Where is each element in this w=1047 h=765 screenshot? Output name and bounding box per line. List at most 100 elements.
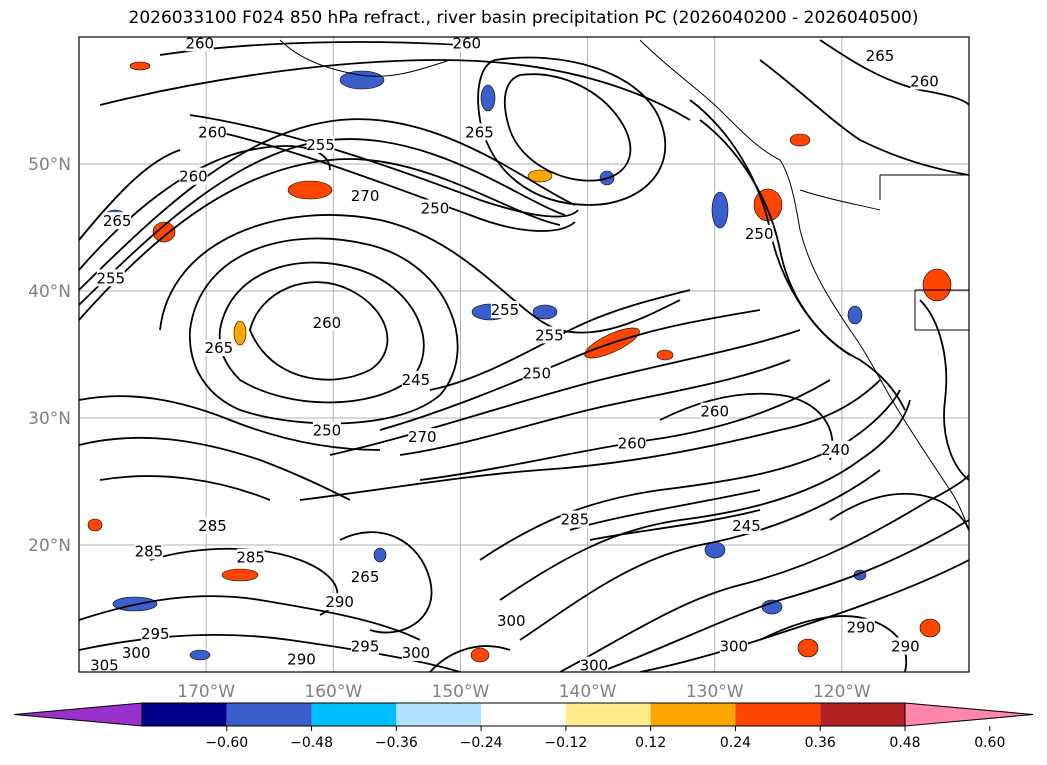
colorbar-extend-high [904,702,1034,727]
contour-label-bg [312,313,341,331]
contour-label-bg [421,199,449,217]
contour-label-bg [204,339,233,357]
contour-label: 290 [325,593,354,611]
contour-label-text: 265 [103,212,132,230]
contour-label-bg [306,135,335,153]
contour-label: 295 [351,637,380,656]
contour-label-bg [312,421,341,439]
contour-label-bg [287,650,316,668]
contour-label-text: 290 [891,638,920,656]
contour-label-text: 270 [351,187,380,205]
contour-label-bg [910,72,939,90]
colorbar-segment [820,703,905,726]
contour-label-bg [866,47,894,65]
contour-labels: 260 260 265 260 265 260 255 260 265 270 250 250 255 2… [90,34,939,675]
contour-label-text: 285 [236,549,265,567]
contour-label-bg [618,434,647,452]
contour-label-bg [236,548,265,566]
map-frame [78,36,970,673]
contour-label: 290 [287,650,316,668]
latitude-tick-label: 50°N [28,155,71,175]
contour-label: 265 [866,47,894,65]
contour-label: 285 [135,542,163,560]
contour-label-bg [452,37,481,52]
contour-label: 240 [821,440,850,459]
plot-title: 2026033100 F024 850 hPa refract., river … [128,8,919,28]
colorbar-segment [650,703,736,726]
contour-label-text: 245 [732,517,761,535]
contour-label-text: 285 [198,517,227,535]
longitude-tick-labels: 170°W 160°W 150°W 140°W 130°W 120°W [177,682,871,702]
colorbar-tick-label: 0.24 [720,735,751,751]
longitude-tick-label: 150°W [432,682,490,702]
contour-label-bg [351,567,380,585]
contour-label-text: 250 [313,422,342,440]
latitude-tick-label: 40°N [28,282,71,302]
contour-label-bg [185,37,214,52]
contour-label-text: 255 [535,326,564,344]
contour-label-text: 295 [141,625,170,643]
colorbar-segment [142,703,227,726]
contour-label-text: 300 [497,612,526,630]
contour-label: 290 [846,618,875,637]
contour-label-text: 255 [306,136,335,154]
contour-label-bg [103,212,132,230]
map-content: 260 260 265 260 265 260 255 260 265 270 250 250 255 2… [79,34,969,675]
longitude-tick-label: 170°W [177,682,235,702]
contour-label: 300 [497,612,526,630]
contour-label: 255 [96,269,125,287]
colorbar-tick-label: 0.48 [889,735,920,751]
contour-label-text: 285 [561,511,590,529]
longitude-tick-label: 140°W [559,682,617,702]
colorbar-tick-label: −0.24 [460,735,503,751]
latitude-tick-label: 20°N [28,536,71,556]
contour-label-text: 300 [719,638,748,656]
contour-label-text: 260 [185,34,214,52]
colorbar-tick-label: −0.12 [544,735,587,751]
contour-label: 285 [236,548,265,567]
contour-label-text: 260 [198,123,227,141]
contour-label-bg [401,643,430,661]
contour-label-text: 305 [90,657,119,675]
contour-label-text: 240 [821,441,850,459]
contour-label-text: 260 [313,314,342,332]
contour-label-bg [719,637,748,655]
contour-label-bg [497,612,526,630]
contour-label: 300 [401,643,430,662]
contour-label-bg [465,123,494,141]
longitude-tick-label: 160°W [304,682,362,702]
contour-label: 285 [561,511,590,529]
contour-label-bg [745,224,774,242]
contour-label-text: 250 [522,365,551,383]
contour-label-text: 250 [745,225,774,243]
contour-label: 245 [401,370,430,389]
contour-label-text: 255 [491,301,520,319]
contour-label-bg [179,167,208,185]
contour-label-text: 260 [179,168,208,186]
colorbar-segment [226,703,312,726]
coastlines [279,39,969,531]
colorbar-tick-label: −0.36 [375,735,418,751]
contour-label: 250 [312,421,342,440]
contour-label-bg [198,123,227,141]
contour-label-bg [846,618,875,636]
contour-label-text: 260 [910,72,939,90]
longitude-tick-label: 120°W [813,682,871,702]
colorbar-tick-label: −0.48 [290,735,333,751]
colorbar-tick-label: −0.60 [205,735,248,751]
contour-label-bg [351,637,380,655]
contour-label: 250 [421,199,449,217]
contour-label-text: 260 [700,403,729,421]
contour-label-text: 255 [96,269,125,287]
contour-label: 270 [408,428,437,446]
contour-label-bg [122,643,151,661]
contour-label: 255 [535,326,564,344]
contour-label-text: 290 [325,593,354,611]
contour-label-text: 295 [351,638,380,656]
contour-label-text: 290 [287,650,316,668]
colorbar-segment [565,703,651,726]
contour-label-bg [401,370,430,388]
contour-label-text: 265 [205,339,234,357]
contour-label: 260 [618,434,647,452]
